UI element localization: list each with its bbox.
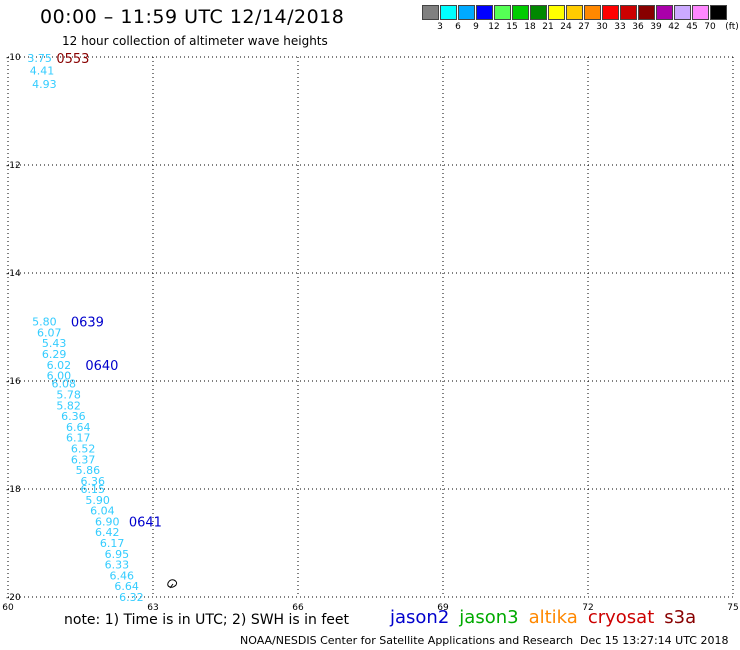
x-tick-label: 69	[437, 603, 449, 613]
legend-label: 45	[686, 22, 698, 32]
legend-label: 27	[578, 22, 590, 32]
legend-swatch	[674, 5, 691, 20]
legend-unit: (ft)	[725, 22, 739, 32]
chart-title: 00:00 – 11:59 UTC 12/14/2018	[40, 6, 345, 28]
wave-height-label: 6.64	[66, 421, 91, 434]
satellite-jason3: jason3	[459, 607, 519, 628]
legend-swatch	[476, 5, 493, 20]
legend-swatch	[656, 5, 673, 20]
x-tick-label: 60	[2, 603, 14, 613]
wave-height-label: 6.95	[105, 548, 129, 561]
wave-height-label: 4.41	[30, 65, 55, 78]
wave-height-label: 5.78	[56, 389, 80, 402]
pass-time-label: 0641	[129, 515, 162, 530]
wave-height-label: 4.93	[32, 78, 57, 91]
wave-height-label: 6.90	[95, 515, 120, 528]
wave-height-label: 6.15	[81, 483, 106, 496]
legend-swatch	[566, 5, 583, 20]
legend-swatch	[512, 5, 529, 20]
y-tick-label: -16	[6, 377, 21, 387]
note-text: note: 1) Time is in UTC; 2) SWH is in fe…	[64, 612, 350, 628]
legend-swatch	[692, 5, 709, 20]
legend-swatch	[494, 5, 511, 20]
wave-height-label: 6.33	[105, 559, 129, 572]
legend-label: 9	[473, 22, 479, 32]
pass-time-label: 0553	[56, 52, 89, 67]
y-tick-label: -10	[6, 53, 21, 63]
wave-height-label: 5.80	[32, 316, 57, 329]
legend-swatch	[530, 5, 547, 20]
wave-height-label: 6.08	[52, 378, 77, 391]
legend-swatch	[584, 5, 601, 20]
legend-label: 18	[524, 22, 536, 32]
wave-height-label: 6.64	[114, 580, 139, 593]
satellite-altika: altika	[528, 607, 578, 628]
wave-height-label: 6.02	[47, 359, 72, 372]
wave-height-label: 3.75	[27, 52, 52, 65]
y-tick-label: -18	[6, 485, 21, 495]
legend-swatch	[710, 5, 727, 20]
wave-height-label: 5.82	[56, 399, 80, 412]
satellite-cryosat: cryosat	[587, 607, 655, 628]
legend-label: 30	[596, 22, 608, 32]
wave-height-label: 6.17	[66, 432, 91, 445]
wave-height-label: 6.52	[71, 443, 96, 456]
legend-label: 24	[560, 22, 572, 32]
x-tick-label: 63	[147, 603, 158, 613]
chart-subtitle: 12 hour collection of altimeter wave hei…	[62, 34, 328, 48]
y-tick-label: -12	[6, 161, 21, 171]
credit-text: NOAA/NESDIS Center for Satellite Applica…	[240, 634, 574, 647]
legend-label: 70	[704, 22, 716, 32]
legend-swatch	[548, 5, 565, 20]
legend-label: 6	[455, 22, 461, 32]
wave-height-label: 6.36	[81, 475, 106, 488]
wave-height-label: 6.46	[110, 569, 135, 582]
legend-swatch	[638, 5, 655, 20]
wave-height-label: 6.17	[100, 537, 125, 550]
wave-height-label: 6.29	[42, 348, 66, 361]
legend-swatch	[620, 5, 637, 20]
satellite-legend: jason2 jason3 altika cryosat s3a	[390, 607, 706, 628]
wave-height-label: 5.86	[76, 464, 101, 477]
wave-height-label: 6.07	[37, 326, 62, 339]
wave-height-label: 5.90	[85, 494, 110, 507]
x-tick-label: 75	[727, 603, 738, 613]
wave-height-label: 6.42	[95, 526, 120, 539]
wave-height-label: 5.43	[42, 337, 66, 350]
wave-height-label: 6.32	[119, 591, 143, 604]
legend-swatch	[458, 5, 475, 20]
wave-height-label: 6.36	[61, 410, 86, 423]
legend-label: 12	[488, 22, 500, 32]
y-tick-label: -14	[6, 269, 21, 279]
x-tick-label: 66	[292, 603, 304, 613]
wave-height-label: 6.04	[90, 505, 115, 518]
legend-swatch	[422, 5, 439, 20]
legend-label: 39	[650, 22, 662, 32]
legend-label: 33	[614, 22, 626, 32]
legend-label: 42	[668, 22, 680, 32]
legend-swatch	[602, 5, 619, 20]
satellite-jason2: jason2	[390, 607, 450, 628]
legend-label: 36	[632, 22, 644, 32]
legend-label: 21	[542, 22, 554, 32]
wave-height-label: 6.00	[47, 370, 72, 383]
legend-label: 3	[437, 22, 443, 32]
legend-swatch	[440, 5, 457, 20]
island-outline	[167, 579, 178, 589]
y-tick-label: -20	[6, 593, 21, 603]
x-tick-label: 72	[582, 603, 593, 613]
satellite-s3a: s3a	[664, 607, 697, 628]
legend-label: 15	[506, 22, 518, 32]
timestamp-text: Dec 15 13:27:14 UTC 2018	[580, 634, 729, 647]
pass-time-label: 0640	[85, 359, 118, 374]
pass-time-label: 0639	[71, 316, 104, 331]
wave-height-label: 6.37	[71, 453, 96, 466]
